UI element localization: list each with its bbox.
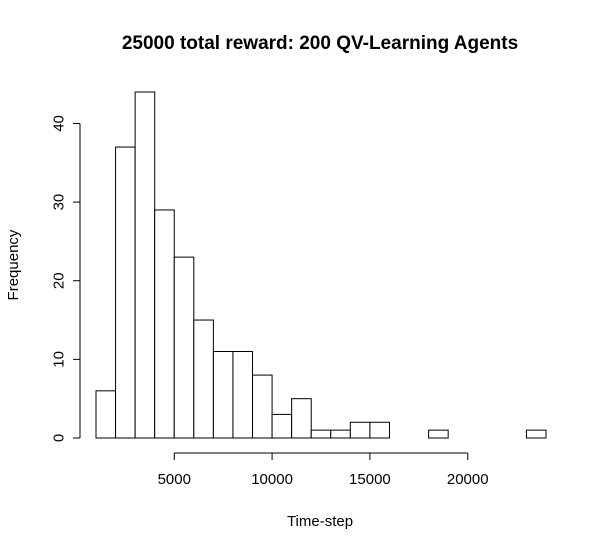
histogram-bar	[349, 421, 371, 439]
chart-title: 25000 total reward: 200 QV-Learning Agen…	[122, 33, 518, 54]
histogram-bar	[310, 429, 332, 439]
histogram-bar	[369, 421, 390, 439]
histogram-bar	[154, 209, 175, 439]
histogram-bar	[193, 319, 214, 439]
x-tick-label: 20000	[447, 471, 489, 488]
y-axis-label: Frequency	[5, 229, 22, 300]
x-tick-label: 5000	[158, 471, 191, 488]
bars-group	[95, 91, 547, 439]
y-tick-label: 0	[51, 434, 68, 442]
x-tick-label: 10000	[251, 471, 293, 488]
x-axis-label: Time-step	[287, 513, 353, 530]
y-tick-label: 10	[51, 351, 68, 368]
histogram-bar	[134, 91, 156, 439]
histogram-bar	[115, 146, 136, 439]
histogram-bar	[271, 413, 293, 439]
histogram-bar	[95, 390, 117, 439]
x-tick-label: 15000	[349, 471, 391, 488]
x-axis: 5000 10000 15000 20000	[158, 452, 489, 488]
histogram-bar	[212, 351, 234, 439]
histogram-bar	[291, 398, 312, 439]
histogram-bar	[232, 351, 254, 439]
histogram-bar	[330, 429, 351, 439]
y-axis: 0 10 20 30 40	[51, 115, 81, 442]
histogram-bar	[428, 429, 449, 439]
y-tick-label: 30	[51, 194, 68, 211]
histogram-bar	[525, 429, 547, 439]
y-tick-label: 40	[51, 115, 68, 132]
histogram-bar	[173, 256, 195, 439]
y-tick-label: 20	[51, 272, 68, 289]
histogram-bar	[252, 374, 273, 439]
